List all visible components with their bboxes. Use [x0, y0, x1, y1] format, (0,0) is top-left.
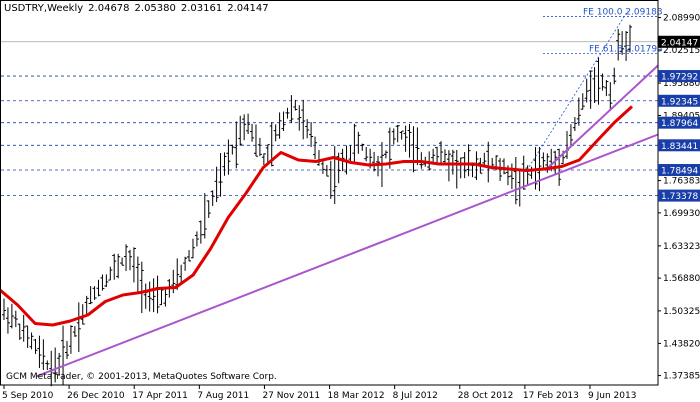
- x-tick-label: 5 Sep 2010: [2, 391, 54, 401]
- price-labels: 1.97292 1.92345 1.87964 1.83441 1.78494 1.733…: [658, 35, 700, 202]
- y-tick-label: 2.08990: [663, 14, 700, 24]
- level-label: 1.78494: [661, 167, 698, 177]
- price-bars: [2, 24, 632, 387]
- copyright-text: GCM MetaTrader, © 2001-2013, MetaQuotes …: [6, 372, 277, 382]
- symbol-label: USDTRY,Weekly: [4, 3, 84, 14]
- level-label: 1.87964: [661, 119, 698, 129]
- x-tick-label: 27 Nov 2011: [262, 391, 320, 401]
- level-label-box: [658, 70, 700, 83]
- level-label: 1.92345: [661, 97, 698, 107]
- trendline-steep: [544, 64, 659, 172]
- x-tick-label: 28 Oct 2012: [458, 391, 514, 401]
- plot-frame: [0, 0, 659, 386]
- y-tick-label: 1.56880: [663, 274, 700, 284]
- fibo-level-label: FE 100.0 2.09183: [583, 8, 663, 18]
- level-label: 1.73378: [661, 192, 698, 202]
- fibo-expansion-line: [526, 10, 629, 171]
- chart-header: USDTRY,Weekly 2.04678 2.05380 2.03161 2.0414…: [4, 3, 274, 14]
- horizontal-levels: [1, 41, 658, 197]
- y-tick-label: 1.69930: [663, 209, 700, 219]
- y-tick-label: 2.02515: [663, 46, 700, 56]
- moving-average-line: [0, 105, 634, 327]
- x-tick-label: 17 Apr 2011: [132, 391, 188, 401]
- fibo-level-label: FE 61.8 2.01793: [589, 45, 663, 55]
- trendline-long: [35, 133, 659, 378]
- y-tick-label: 1.89405: [663, 111, 700, 121]
- fibonacci-expansion: FE 100.0 2.09183 FE 61.8 2.01793: [526, 8, 663, 171]
- current-price-box: [658, 35, 700, 48]
- current-price-label: 2.04147: [661, 38, 698, 48]
- close-value: 2.04147: [227, 3, 269, 14]
- level-label-box: [658, 189, 700, 202]
- low-value: 2.03161: [180, 3, 223, 14]
- level-label-box: [658, 116, 700, 129]
- y-tick-label: 1.63323: [663, 242, 700, 252]
- level-label-box: [658, 139, 700, 152]
- level-label-box: [658, 94, 700, 107]
- level-label-box: [658, 164, 700, 177]
- x-tick-label: 7 Aug 2011: [197, 391, 249, 401]
- level-label: 1.83441: [661, 142, 698, 152]
- high-value: 2.05380: [134, 3, 176, 14]
- x-tick-label: 9 Jun 2013: [588, 391, 636, 401]
- y-tick-label: 1.76383: [663, 177, 700, 187]
- trendlines: [35, 64, 659, 378]
- moving-average: [0, 105, 634, 327]
- y-tick-label: 1.43820: [663, 339, 700, 349]
- x-tick-label: 8 Jul 2012: [393, 391, 438, 401]
- y-tick-label: 1.50325: [663, 307, 700, 317]
- x-tick-label: 26 Dec 2010: [67, 391, 125, 401]
- y-tick-label: 1.37385: [663, 372, 700, 382]
- level-label: 1.97292: [661, 73, 698, 83]
- open-value: 2.04678: [88, 3, 130, 14]
- x-tick-label: 17 Feb 2013: [523, 391, 579, 401]
- y-tick-label: 1.95880: [663, 79, 700, 89]
- x-tick-label: 18 Mar 2012: [328, 391, 385, 401]
